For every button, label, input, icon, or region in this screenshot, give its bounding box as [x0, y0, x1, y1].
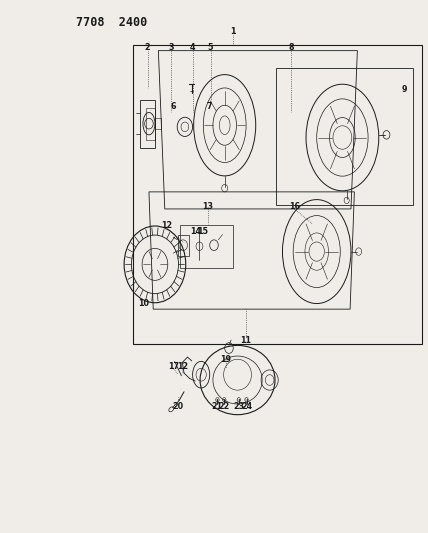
Text: 2: 2 [145, 44, 151, 52]
Text: 21: 21 [211, 402, 222, 410]
Text: 17: 17 [168, 362, 179, 371]
Text: 19: 19 [220, 355, 232, 364]
Text: 1: 1 [231, 28, 236, 36]
Text: 15: 15 [197, 228, 208, 236]
Text: 23: 23 [233, 402, 244, 410]
Text: 7: 7 [207, 102, 212, 111]
Text: 14: 14 [190, 228, 201, 236]
Bar [146, 108, 155, 140]
Text: 9: 9 [402, 85, 407, 94]
Text: 13: 13 [202, 203, 214, 211]
Bar [140, 100, 155, 148]
Text: 16: 16 [289, 203, 300, 211]
Text: 6: 6 [171, 102, 176, 111]
Bar [180, 225, 233, 268]
Text: 8: 8 [288, 44, 294, 52]
Text: 10: 10 [138, 300, 149, 308]
Text: 24: 24 [241, 402, 252, 410]
Text: 11: 11 [241, 336, 252, 344]
Text: 3: 3 [169, 44, 174, 52]
Text: 4: 4 [190, 44, 195, 52]
Text: 12: 12 [177, 362, 188, 371]
Bar [133, 45, 422, 344]
Text: 22: 22 [219, 402, 230, 410]
Bar [155, 118, 161, 129]
Text: 20: 20 [172, 402, 184, 410]
Text: 5: 5 [208, 44, 213, 52]
Text: 7708  2400: 7708 2400 [76, 16, 147, 29]
Bar [178, 235, 189, 256]
Text: 12: 12 [161, 222, 172, 230]
